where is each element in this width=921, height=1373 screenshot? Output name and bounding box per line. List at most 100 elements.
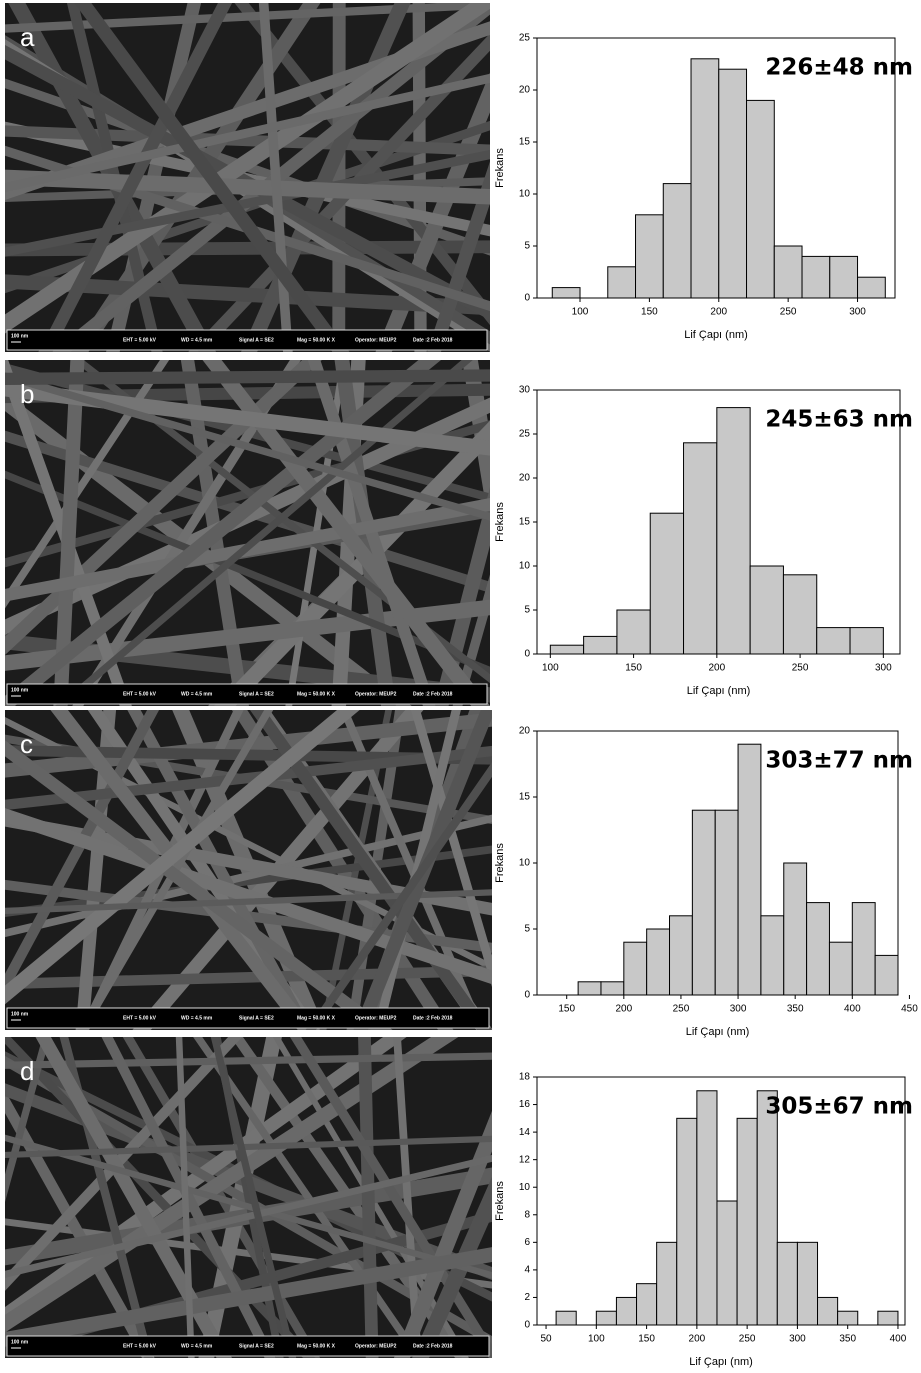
x-tick-label: 400 <box>844 1004 861 1015</box>
x-tick-label: 100 <box>572 307 589 318</box>
info-text: Operator: MEUP2 <box>355 1343 397 1349</box>
x-axis-label: Lif Çapı (nm) <box>689 1356 753 1368</box>
bar <box>738 744 761 995</box>
bar <box>875 955 898 995</box>
x-tick-label: 150 <box>638 1334 655 1345</box>
y-tick-label: 30 <box>519 385 531 396</box>
bar <box>829 942 852 995</box>
x-axis-label: Lif Çapı (nm) <box>684 329 748 341</box>
x-tick-label: 450 <box>901 1004 918 1015</box>
bar <box>719 69 747 298</box>
y-tick-label: 2 <box>524 1292 530 1303</box>
annotation: 245±63 nm <box>765 407 913 433</box>
bar <box>697 1091 717 1325</box>
bar <box>807 903 830 995</box>
bar <box>663 184 691 298</box>
bar <box>636 215 664 298</box>
y-tick-label: 10 <box>519 561 531 572</box>
y-axis-label: Frekans <box>494 1181 506 1221</box>
bar <box>817 628 850 654</box>
bar <box>761 916 784 995</box>
bar <box>637 1284 657 1325</box>
y-tick-label: 18 <box>519 1072 531 1083</box>
bar <box>797 1242 817 1325</box>
y-tick-label: 20 <box>519 85 531 96</box>
bar <box>757 1091 777 1325</box>
info-text: Signal A = SE2 <box>239 691 274 697</box>
info-text: Operator: MEUP2 <box>355 337 397 343</box>
bar <box>677 1118 697 1325</box>
fiber <box>0 375 510 379</box>
x-axis-label: Lif Çapı (nm) <box>686 1026 750 1038</box>
x-tick-label: 200 <box>710 307 727 318</box>
annotation: 303±77 nm <box>765 748 913 774</box>
info-text: Signal A = SE2 <box>239 337 274 343</box>
info-text: Mag = 50.00 K X <box>297 337 336 343</box>
bar <box>830 256 858 298</box>
y-tick-label: 5 <box>524 241 530 252</box>
bar <box>852 903 875 995</box>
x-tick-label: 300 <box>875 663 892 674</box>
bar <box>552 288 580 298</box>
info-text: Operator: MEUP2 <box>355 691 397 697</box>
bar <box>717 408 750 654</box>
y-tick-label: 4 <box>524 1265 530 1276</box>
bar <box>578 982 601 995</box>
scale-bar-label: 100 nm <box>11 1339 29 1345</box>
y-tick-label: 5 <box>524 924 530 935</box>
y-tick-label: 20 <box>519 726 531 737</box>
info-text: Date :2 Feb 2018 <box>413 691 453 697</box>
y-tick-label: 10 <box>519 189 531 200</box>
y-tick-label: 16 <box>519 1099 531 1110</box>
info-text: Mag = 50.00 K X <box>297 1343 336 1349</box>
panel-label: c <box>20 729 33 759</box>
y-tick-label: 6 <box>524 1237 530 1248</box>
bar <box>596 1311 616 1325</box>
y-tick-label: 8 <box>524 1209 530 1220</box>
bar <box>624 942 647 995</box>
y-tick-label: 12 <box>519 1154 531 1165</box>
y-axis-label: Frekans <box>494 502 506 542</box>
x-tick-label: 350 <box>787 1004 804 1015</box>
x-tick-label: 300 <box>789 1334 806 1345</box>
bar <box>774 246 802 298</box>
bar <box>657 1242 677 1325</box>
y-tick-label: 10 <box>519 858 531 869</box>
y-tick-label: 25 <box>519 429 531 440</box>
x-tick-label: 250 <box>673 1004 690 1015</box>
bar <box>650 513 683 654</box>
info-text: Mag = 50.00 K X <box>297 1015 336 1021</box>
bar <box>777 1242 797 1325</box>
info-text: Operator: MEUP2 <box>355 1015 397 1021</box>
y-tick-label: 14 <box>519 1127 531 1138</box>
figure: 100 nm EHT = 5.00 kV WD = 4.5 mm Signal A =… <box>0 0 921 1373</box>
bar <box>850 628 883 654</box>
bar <box>647 929 670 995</box>
bar <box>616 1297 636 1325</box>
y-tick-label: 10 <box>519 1182 531 1193</box>
x-tick-label: 200 <box>708 663 725 674</box>
y-tick-label: 0 <box>524 990 530 1001</box>
bar <box>750 566 783 654</box>
info-text: EHT = 5.00 kV <box>123 691 157 697</box>
bar <box>858 277 886 298</box>
info-text: Date :2 Feb 2018 <box>413 337 453 343</box>
bar <box>556 1311 576 1325</box>
x-tick-label: 300 <box>730 1004 747 1015</box>
x-tick-label: 200 <box>689 1334 706 1345</box>
y-tick-label: 15 <box>519 137 531 148</box>
x-tick-label: 50 <box>540 1334 552 1345</box>
y-tick-label: 0 <box>524 1320 530 1331</box>
info-text: Signal A = SE2 <box>239 1343 274 1349</box>
info-text: Signal A = SE2 <box>239 1015 274 1021</box>
y-tick-label: 20 <box>519 473 531 484</box>
bar <box>670 916 693 995</box>
bar <box>838 1311 858 1325</box>
info-text: WD = 4.5 mm <box>181 337 213 343</box>
y-tick-label: 0 <box>524 293 530 304</box>
info-text: WD = 4.5 mm <box>181 1015 213 1021</box>
scale-bar-label: 100 nm <box>11 333 29 339</box>
bar <box>617 610 650 654</box>
info-text: EHT = 5.00 kV <box>123 337 157 343</box>
